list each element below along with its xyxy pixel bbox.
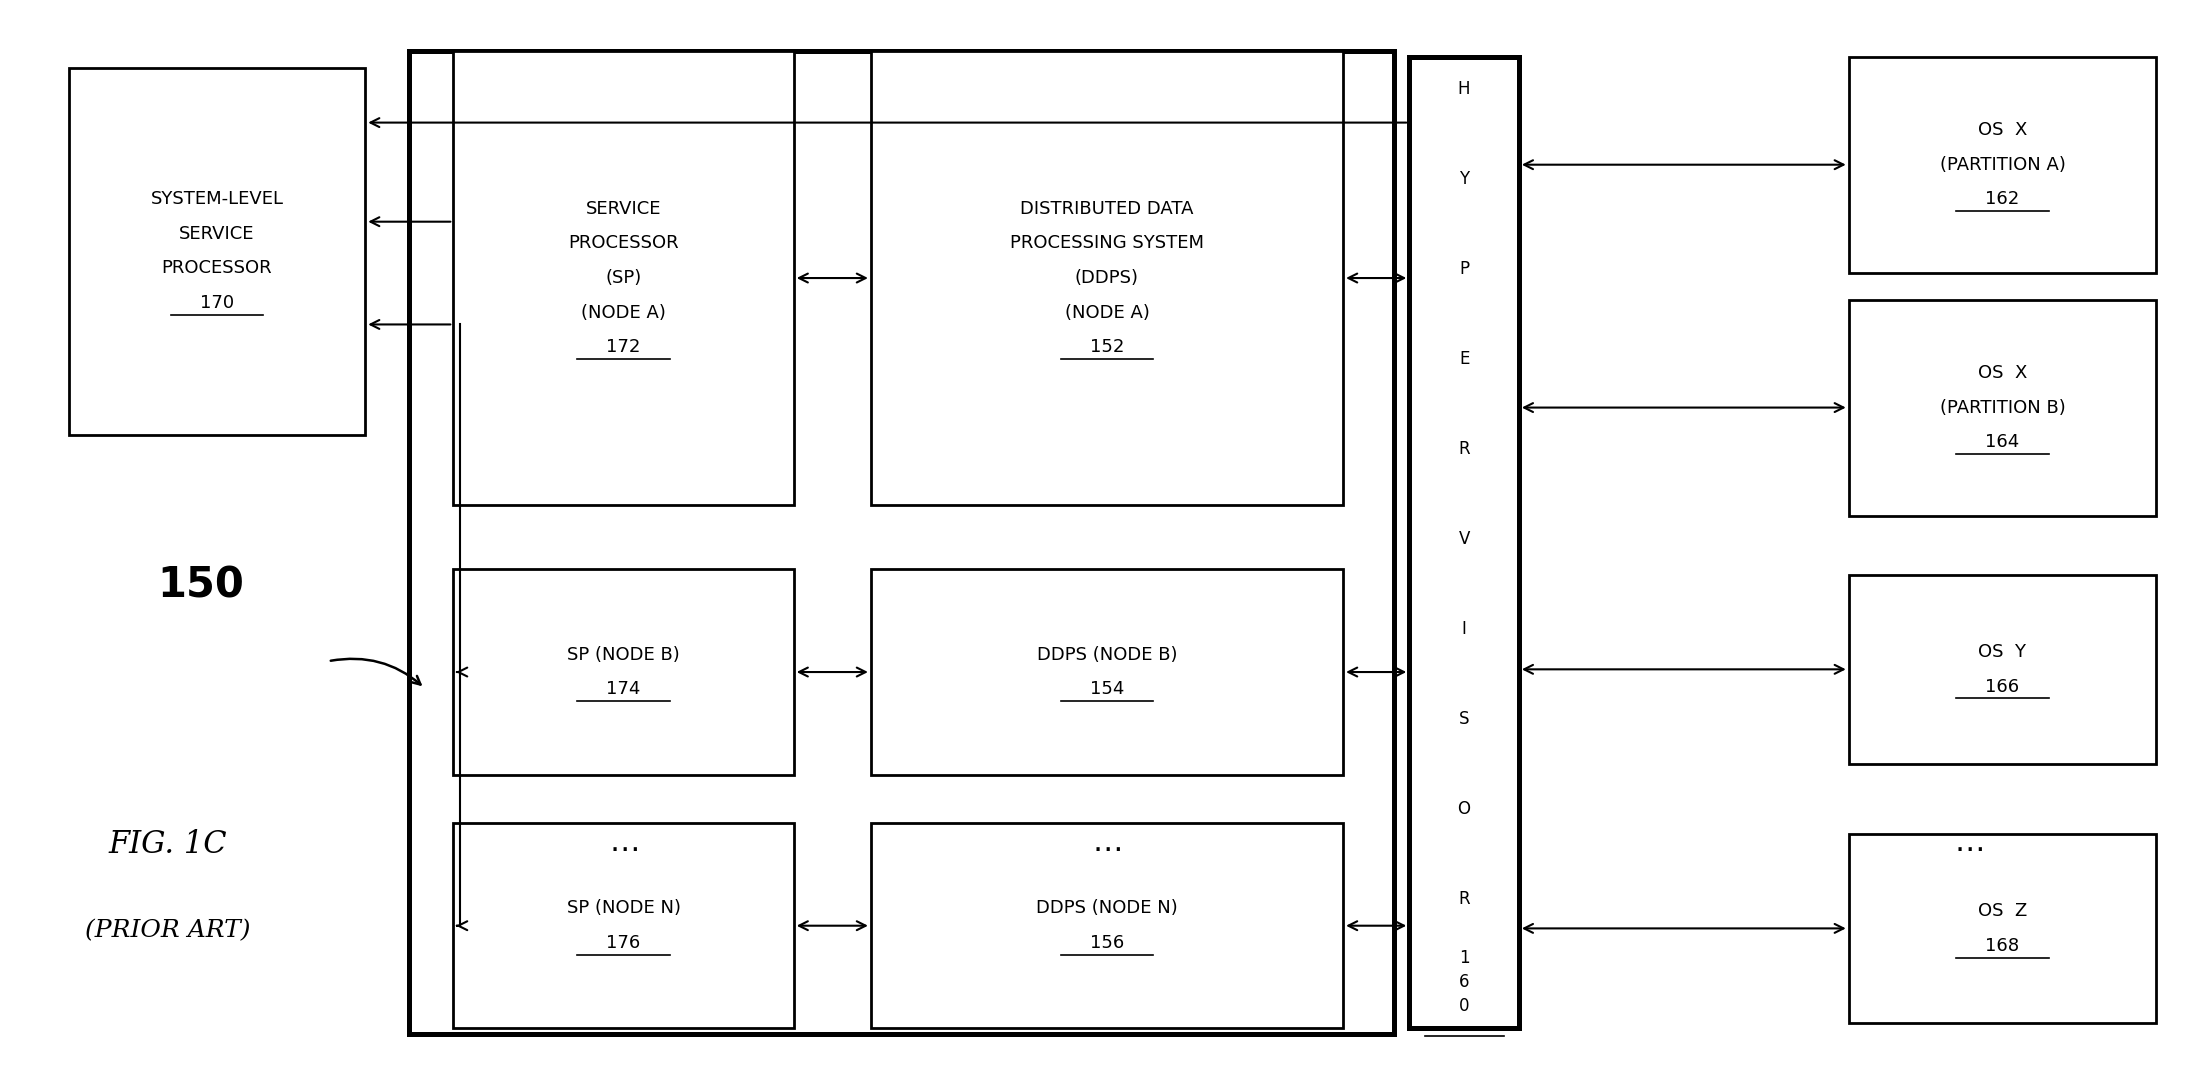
Text: 1: 1 (1458, 949, 1469, 967)
Text: I: I (1461, 620, 1467, 638)
Text: Y: Y (1458, 170, 1469, 188)
Text: (PARTITION B): (PARTITION B) (1939, 398, 2066, 417)
FancyBboxPatch shape (1410, 56, 1520, 1029)
Text: OS  Z: OS Z (1978, 902, 2027, 920)
Text: FIG. 1C: FIG. 1C (108, 829, 227, 860)
Text: (DDPS): (DDPS) (1075, 269, 1139, 288)
Text: OS  X: OS X (1978, 365, 2027, 382)
Text: DDPS (NODE B): DDPS (NODE B) (1038, 646, 1176, 664)
FancyBboxPatch shape (1848, 299, 2157, 515)
Text: ⋯: ⋯ (1954, 835, 1985, 865)
Text: 6: 6 (1458, 973, 1469, 991)
Text: 156: 156 (1090, 934, 1124, 952)
Text: 150: 150 (156, 564, 245, 607)
FancyBboxPatch shape (410, 51, 1394, 1034)
Text: PROCESSING SYSTEM: PROCESSING SYSTEM (1009, 234, 1205, 253)
Text: 154: 154 (1090, 680, 1124, 699)
FancyBboxPatch shape (454, 570, 793, 775)
Text: PROCESSOR: PROCESSOR (161, 259, 273, 278)
Text: (NODE A): (NODE A) (582, 304, 665, 321)
FancyBboxPatch shape (454, 824, 793, 1029)
FancyBboxPatch shape (68, 67, 366, 435)
Text: 164: 164 (1985, 433, 2020, 451)
FancyBboxPatch shape (1848, 834, 2157, 1023)
FancyBboxPatch shape (1848, 575, 2157, 764)
Text: V: V (1458, 529, 1469, 548)
Text: (SP): (SP) (606, 269, 641, 288)
Text: (PARTITION A): (PARTITION A) (1939, 155, 2066, 174)
FancyBboxPatch shape (454, 51, 793, 505)
Text: SYSTEM-LEVEL: SYSTEM-LEVEL (150, 190, 284, 208)
FancyBboxPatch shape (870, 824, 1344, 1029)
Text: (PRIOR ART): (PRIOR ART) (86, 920, 251, 943)
Text: 0: 0 (1458, 997, 1469, 1014)
Text: H: H (1458, 80, 1469, 98)
Text: 174: 174 (606, 680, 641, 699)
Text: O: O (1458, 800, 1472, 818)
Text: ⋯: ⋯ (610, 835, 639, 865)
FancyBboxPatch shape (870, 570, 1344, 775)
Text: 162: 162 (1985, 190, 2020, 208)
Text: OS  X: OS X (1978, 122, 2027, 139)
Text: S: S (1458, 710, 1469, 728)
FancyBboxPatch shape (1848, 56, 2157, 272)
Text: DDPS (NODE N): DDPS (NODE N) (1035, 899, 1179, 918)
Text: OS  Y: OS Y (1978, 643, 2027, 661)
FancyBboxPatch shape (870, 51, 1344, 505)
Text: 152: 152 (1090, 339, 1124, 356)
Text: DISTRIBUTED DATA: DISTRIBUTED DATA (1020, 200, 1194, 218)
Text: 170: 170 (200, 294, 234, 311)
Text: 176: 176 (606, 934, 641, 952)
Text: ⋯: ⋯ (1093, 835, 1124, 865)
Text: SP (NODE N): SP (NODE N) (566, 899, 681, 918)
Text: SERVICE: SERVICE (178, 225, 256, 243)
Text: 172: 172 (606, 339, 641, 356)
Text: SERVICE: SERVICE (586, 200, 661, 218)
Text: 168: 168 (1985, 936, 2020, 955)
Text: 166: 166 (1985, 678, 2020, 695)
Text: (NODE A): (NODE A) (1064, 304, 1150, 321)
Text: SP (NODE B): SP (NODE B) (566, 646, 681, 664)
Text: R: R (1458, 890, 1469, 908)
Text: P: P (1458, 260, 1469, 278)
Text: E: E (1458, 350, 1469, 368)
Text: PROCESSOR: PROCESSOR (568, 234, 679, 253)
Text: R: R (1458, 439, 1469, 458)
